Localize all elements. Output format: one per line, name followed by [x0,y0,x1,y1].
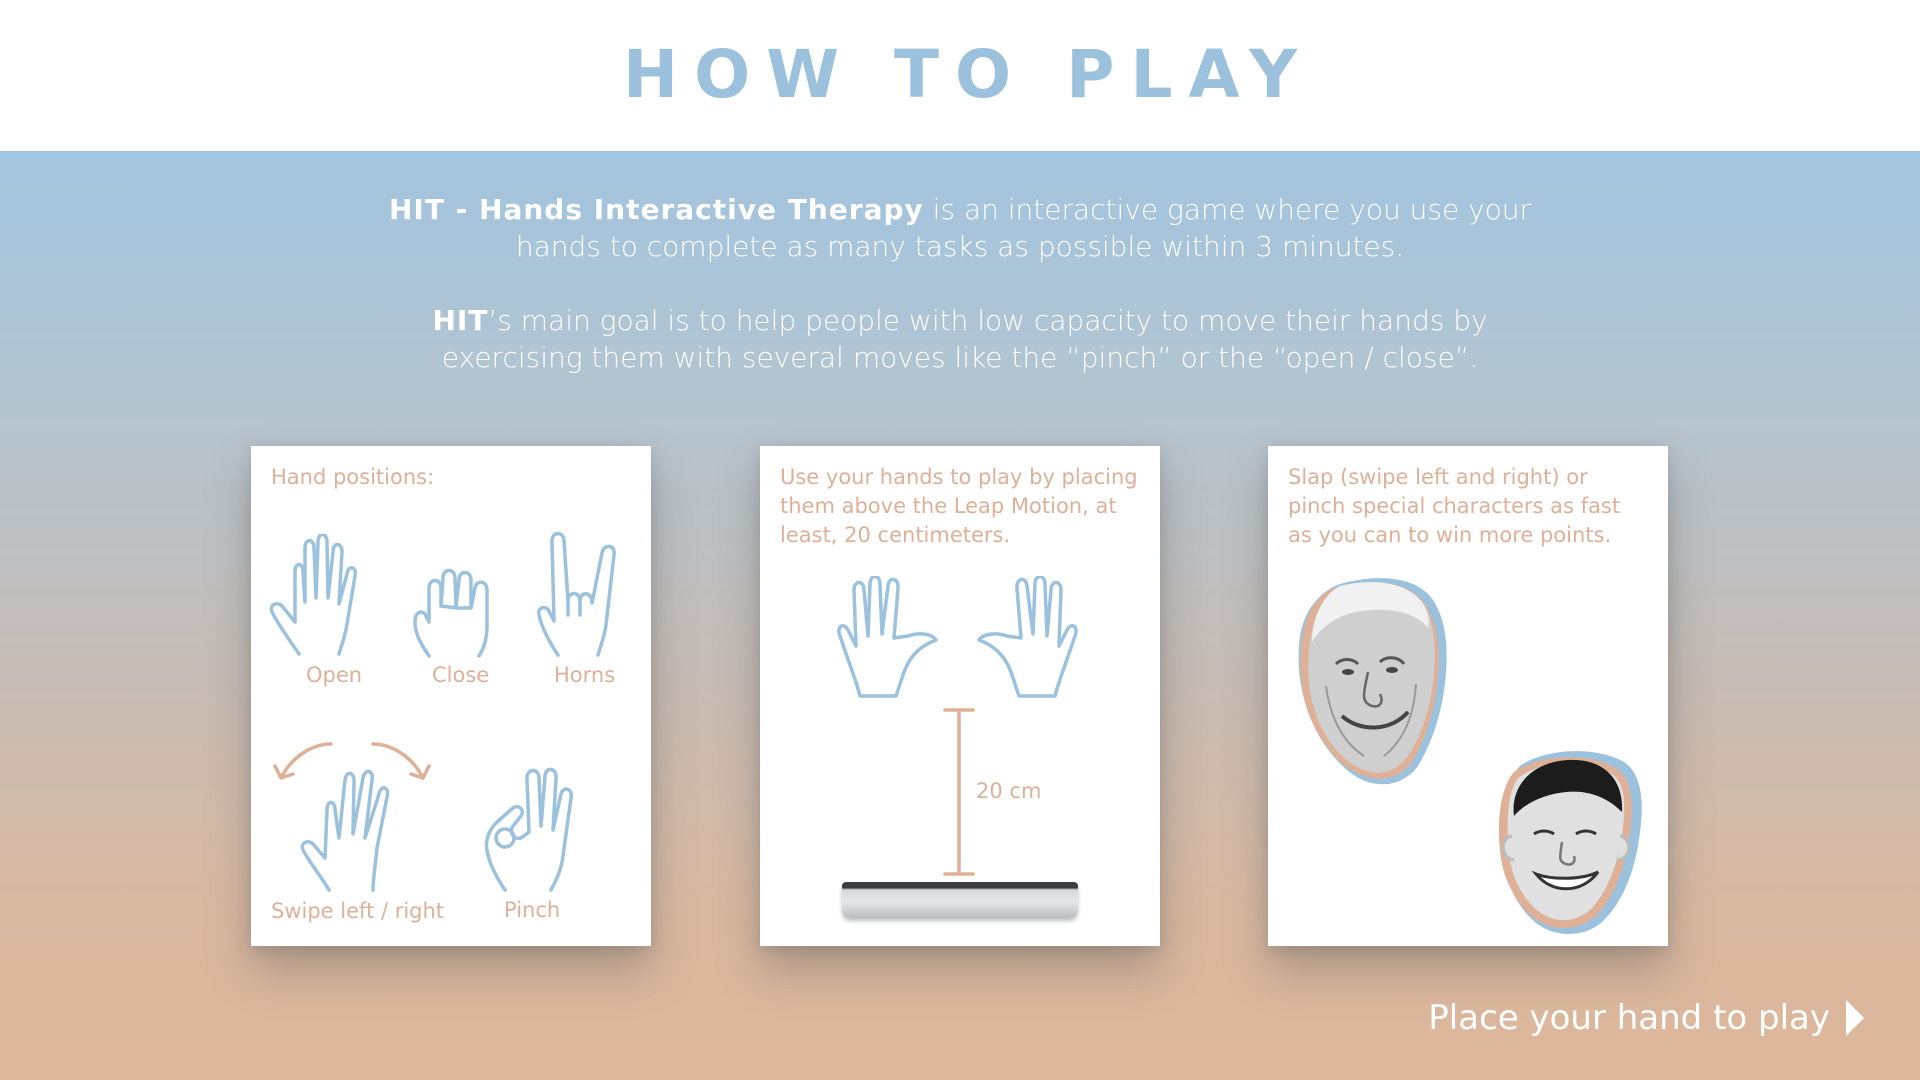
game-short-name: HIT [432,304,489,337]
goal-description: ’s main goal is to help people with low … [441,304,1488,374]
open-label: Open [306,663,363,687]
game-name: HIT - Hands Interactive Therapy [388,193,924,226]
character-face-1-icon [1298,578,1447,785]
distance-label: 20 cm [976,779,1042,803]
closed-fist-icon [413,568,489,658]
swipe-hand-icon [300,769,390,892]
play-prompt-label: Place your hand to play [1428,998,1830,1038]
leap-motion-card: Use your hands to play by placing them a… [760,446,1160,946]
intro-paragraph-1: HIT - Hands Interactive Therapy is an in… [360,191,1560,265]
pinch-hand-icon [484,767,573,892]
characters-instructions: Slap (swipe left and right) or pinch spe… [1288,465,1621,547]
intro-description: is an interactive game where you use you… [515,193,1532,263]
close-label: Close [432,663,490,687]
main-panel: HIT - Hands Interactive Therapy is an in… [0,151,1920,1080]
open-hand-icon [269,534,358,656]
play-prompt[interactable]: Place your hand to play [1428,998,1866,1038]
horns-hand-icon [536,531,616,657]
leap-motion-instructions: Use your hands to play by placing them a… [780,465,1138,547]
intro-text: HIT - Hands Interactive Therapy is an in… [360,191,1560,413]
character-face-2-icon [1498,751,1642,934]
distance-marker-icon [943,708,975,876]
play-triangle-icon [1846,1000,1864,1036]
intro-paragraph-2: HIT’s main goal is to help people with l… [360,302,1560,376]
horns-label: Horns [554,663,616,687]
header: HOW TO PLAY [0,0,1920,151]
left-hand-icon [837,576,938,698]
hand-positions-card: Hand positions: Open Close Horns [251,446,651,946]
characters-card: Slap (swipe left and right) or pinch spe… [1268,446,1668,946]
page-title: HOW TO PLAY [622,36,1314,113]
pinch-label: Pinch [504,898,561,922]
leap-motion-device [842,882,1078,918]
hand-positions-heading: Hand positions: [271,465,435,489]
swipe-arrows-icon [273,742,431,780]
right-hand-icon [977,576,1078,698]
swipe-label: Swipe left / right [271,899,445,923]
